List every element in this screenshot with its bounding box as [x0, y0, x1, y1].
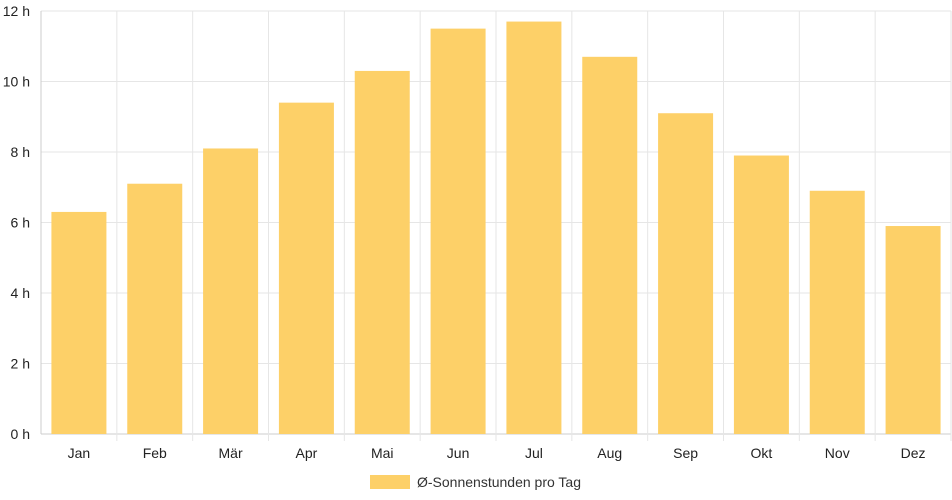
y-tick-label: 0 h — [11, 426, 30, 442]
bar[interactable] — [51, 211, 107, 434]
y-axis-ticks: 0 h 2 h 4 h 6 h 8 h 10 h 12 h — [3, 3, 30, 442]
x-tick-label: Mär — [219, 445, 243, 461]
x-tick-label: Apr — [296, 445, 318, 461]
x-tick-label: Jun — [447, 445, 470, 461]
bar[interactable] — [430, 28, 486, 434]
x-tick-label: Sep — [673, 445, 698, 461]
bar[interactable] — [278, 102, 334, 435]
grid-lines — [40, 10, 952, 441]
bar[interactable] — [203, 148, 259, 434]
legend-label: Ø-Sonnenstunden pro Tag — [417, 474, 581, 490]
x-tick-label: Mai — [371, 445, 394, 461]
legend-swatch — [370, 475, 410, 489]
y-tick-label: 2 h — [11, 356, 30, 372]
bar[interactable] — [658, 113, 714, 434]
y-tick-label: 8 h — [11, 144, 30, 160]
x-tick-label: Nov — [825, 445, 850, 461]
y-tick-label: 6 h — [11, 215, 30, 231]
x-tick-label: Jan — [68, 445, 91, 461]
bar[interactable] — [733, 155, 789, 434]
y-tick-label: 10 h — [3, 74, 30, 90]
x-tick-label: Aug — [597, 445, 622, 461]
y-tick-label: 12 h — [3, 3, 30, 19]
bar[interactable] — [885, 226, 941, 434]
x-tick-label: Okt — [751, 445, 773, 461]
bar[interactable] — [582, 56, 638, 434]
x-tick-label: Jul — [525, 445, 543, 461]
x-axis-ticks: Jan Feb Mär Apr Mai Jun Jul Aug Sep Okt Nov Dez — [68, 445, 926, 461]
x-tick-label: Feb — [143, 445, 167, 461]
x-tick-label: Dez — [901, 445, 926, 461]
bar[interactable] — [809, 190, 865, 434]
bar-series — [51, 21, 941, 435]
bar[interactable] — [506, 21, 562, 434]
bar[interactable] — [127, 183, 183, 434]
bar[interactable] — [354, 70, 410, 435]
y-tick-label: 4 h — [11, 285, 30, 301]
legend[interactable]: Ø-Sonnenstunden pro Tag — [370, 474, 581, 490]
